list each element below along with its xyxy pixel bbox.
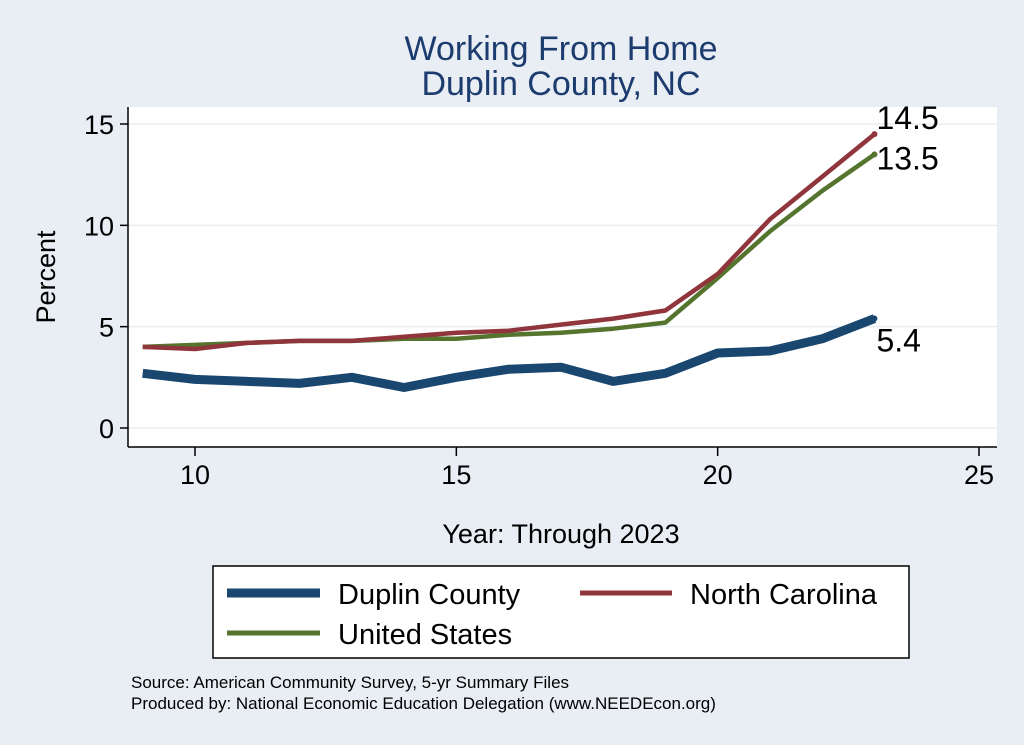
x-axis-label: Year: Through 2023 <box>442 519 679 549</box>
axes <box>127 107 997 448</box>
series-end-point-duplin-county <box>871 315 878 322</box>
end-label-duplin-county: 5.4 <box>876 323 920 359</box>
legend-label-duplin-county: Duplin County <box>338 579 521 611</box>
series-end-point-north-carolina <box>871 131 878 138</box>
y-tick-label-5: 5 <box>99 313 114 343</box>
series-line-north-carolina <box>142 132 876 352</box>
series-end-point-united-states <box>871 151 878 158</box>
x-tick-label-25: 25 <box>964 460 994 490</box>
x-tick-label-15: 15 <box>441 460 471 490</box>
plot-area <box>128 107 997 447</box>
end-labels: 5.4 14.5 13.5 <box>876 100 938 358</box>
legend-box <box>212 565 910 659</box>
series-lines <box>142 131 878 392</box>
chart-title-line-2: Duplin County, NC <box>421 65 700 103</box>
y-tick-label-15: 15 <box>84 110 114 140</box>
legend-label-north-carolina: North Carolina <box>690 579 878 611</box>
y-axis-label: Percent <box>31 230 61 324</box>
x-tick-label-10: 10 <box>180 460 210 490</box>
chart-title-line-1: Working From Home <box>405 30 718 68</box>
legend-label-united-states: United States <box>338 619 512 651</box>
end-label-united-states: 13.5 <box>876 140 938 176</box>
y-axis-ticks: 0 5 10 15 <box>84 110 128 444</box>
end-label-north-carolina: 14.5 <box>876 100 938 136</box>
legend: Duplin County North Carolina United States <box>227 579 878 651</box>
series-line-duplin-county <box>142 314 877 392</box>
x-axis-ticks: 10 15 20 25 <box>180 447 994 490</box>
x-tick-label-20: 20 <box>703 460 733 490</box>
source-note: Source: American Community Survey, 5-yr … <box>131 673 569 692</box>
y-tick-label-0: 0 <box>99 414 114 444</box>
y-tick-label-10: 10 <box>84 211 114 241</box>
produced-by-note: Produced by: National Economic Education… <box>131 694 716 713</box>
